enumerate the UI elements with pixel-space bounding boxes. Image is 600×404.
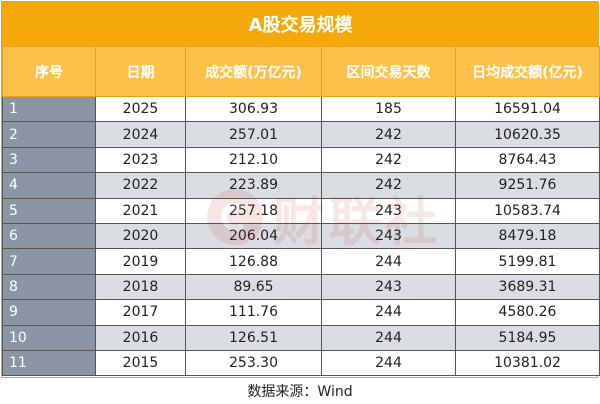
- row-turnover: 306.93: [185, 95, 322, 123]
- table-row: 4 2022 223.89 242 9251.76: [2, 172, 600, 199]
- row-year: 2017: [95, 299, 186, 326]
- row-daily-turnover: 5199.81: [455, 248, 600, 275]
- row-turnover: 206.04: [185, 222, 322, 250]
- row-index: 9: [2, 299, 96, 326]
- row-daily-turnover: 4580.26: [455, 299, 600, 326]
- row-year: 2016: [95, 324, 186, 351]
- row-trading-days: 185: [321, 95, 456, 123]
- row-turnover: 257.18: [185, 197, 322, 224]
- turnover-table: 序号 日期 成交额(万亿元) 区间交易天数 日均成交额(亿元) 1 2025 306…: [2, 46, 600, 377]
- row-index: 10: [2, 324, 96, 351]
- table-row: 9 2017 111.76 244 4580.26: [2, 299, 600, 326]
- table-title: A股交易规模: [2, 2, 599, 46]
- row-index: 6: [2, 222, 96, 250]
- header-daily-turnover: 日均成交额(亿元): [455, 46, 600, 97]
- header-turnover: 成交额(万亿元): [185, 46, 322, 97]
- row-trading-days: 242: [321, 146, 456, 174]
- row-year: 2018: [95, 273, 186, 301]
- row-turnover: 89.65: [185, 273, 322, 301]
- row-year: 2025: [95, 95, 186, 123]
- table-row: 6 2020 206.04 243 8479.18: [2, 222, 600, 250]
- row-year: 2015: [95, 349, 186, 377]
- row-trading-days: 243: [321, 273, 456, 301]
- row-trading-days: 243: [321, 222, 456, 250]
- row-daily-turnover: 8479.18: [455, 222, 600, 250]
- row-daily-turnover: 16591.04: [455, 95, 600, 123]
- row-trading-days: 244: [321, 349, 456, 377]
- header-date: 日期: [95, 46, 186, 97]
- row-index: 3: [2, 146, 96, 174]
- table-row: 3 2023 212.10 242 8764.43: [2, 146, 600, 174]
- row-turnover: 257.01: [185, 121, 322, 148]
- row-turnover: 253.30: [185, 349, 322, 377]
- row-year: 2023: [95, 146, 186, 174]
- header-trading-days: 区间交易天数: [321, 46, 456, 97]
- source-note: 数据来源：Wind: [247, 384, 353, 400]
- row-index: 11: [2, 349, 96, 377]
- row-year: 2022: [95, 172, 186, 199]
- row-daily-turnover: 10620.35: [455, 121, 600, 148]
- header-index: 序号: [2, 46, 96, 97]
- row-daily-turnover: 8764.43: [455, 146, 600, 174]
- row-year: 2020: [95, 222, 186, 250]
- table-row: 2 2024 257.01 242 10620.35: [2, 121, 600, 148]
- row-turnover: 126.51: [185, 324, 322, 351]
- row-daily-turnover: 10583.74: [455, 197, 600, 224]
- row-trading-days: 244: [321, 324, 456, 351]
- row-daily-turnover: 10381.02: [455, 349, 600, 377]
- row-daily-turnover: 5184.95: [455, 324, 600, 351]
- table-row: 11 2015 253.30 244 10381.02: [2, 349, 600, 377]
- row-turnover: 126.88: [185, 248, 322, 275]
- row-turnover: 111.76: [185, 299, 322, 326]
- row-daily-turnover: 9251.76: [455, 172, 600, 199]
- row-index: 5: [2, 197, 96, 224]
- row-trading-days: 242: [321, 172, 456, 199]
- row-trading-days: 242: [321, 121, 456, 148]
- table-row: 5 2021 257.18 243 10583.74: [2, 197, 600, 224]
- row-index: 8: [2, 273, 96, 301]
- row-year: 2024: [95, 121, 186, 148]
- table-row: 8 2018 89.65 243 3689.31: [2, 273, 600, 301]
- row-turnover: 212.10: [185, 146, 322, 174]
- row-trading-days: 244: [321, 299, 456, 326]
- table-row: 10 2016 126.51 244 5184.95: [2, 324, 600, 351]
- row-year: 2021: [95, 197, 186, 224]
- row-index: 1: [2, 95, 96, 123]
- header-row: 序号 日期 成交额(万亿元) 区间交易天数 日均成交额(亿元): [2, 46, 600, 97]
- table-row: 7 2019 126.88 244 5199.81: [2, 248, 600, 275]
- table-frame: A股交易规模 序号 日期 成交额(万亿元) 区间交易天数 日均成交额(亿元) 1…: [1, 1, 600, 378]
- row-index: 4: [2, 172, 96, 199]
- row-year: 2019: [95, 248, 186, 275]
- row-trading-days: 243: [321, 197, 456, 224]
- row-turnover: 223.89: [185, 172, 322, 199]
- row-index: 2: [2, 121, 96, 148]
- row-index: 7: [2, 248, 96, 275]
- row-daily-turnover: 3689.31: [455, 273, 600, 301]
- table-row: 1 2025 306.93 185 16591.04: [2, 95, 600, 123]
- row-trading-days: 244: [321, 248, 456, 275]
